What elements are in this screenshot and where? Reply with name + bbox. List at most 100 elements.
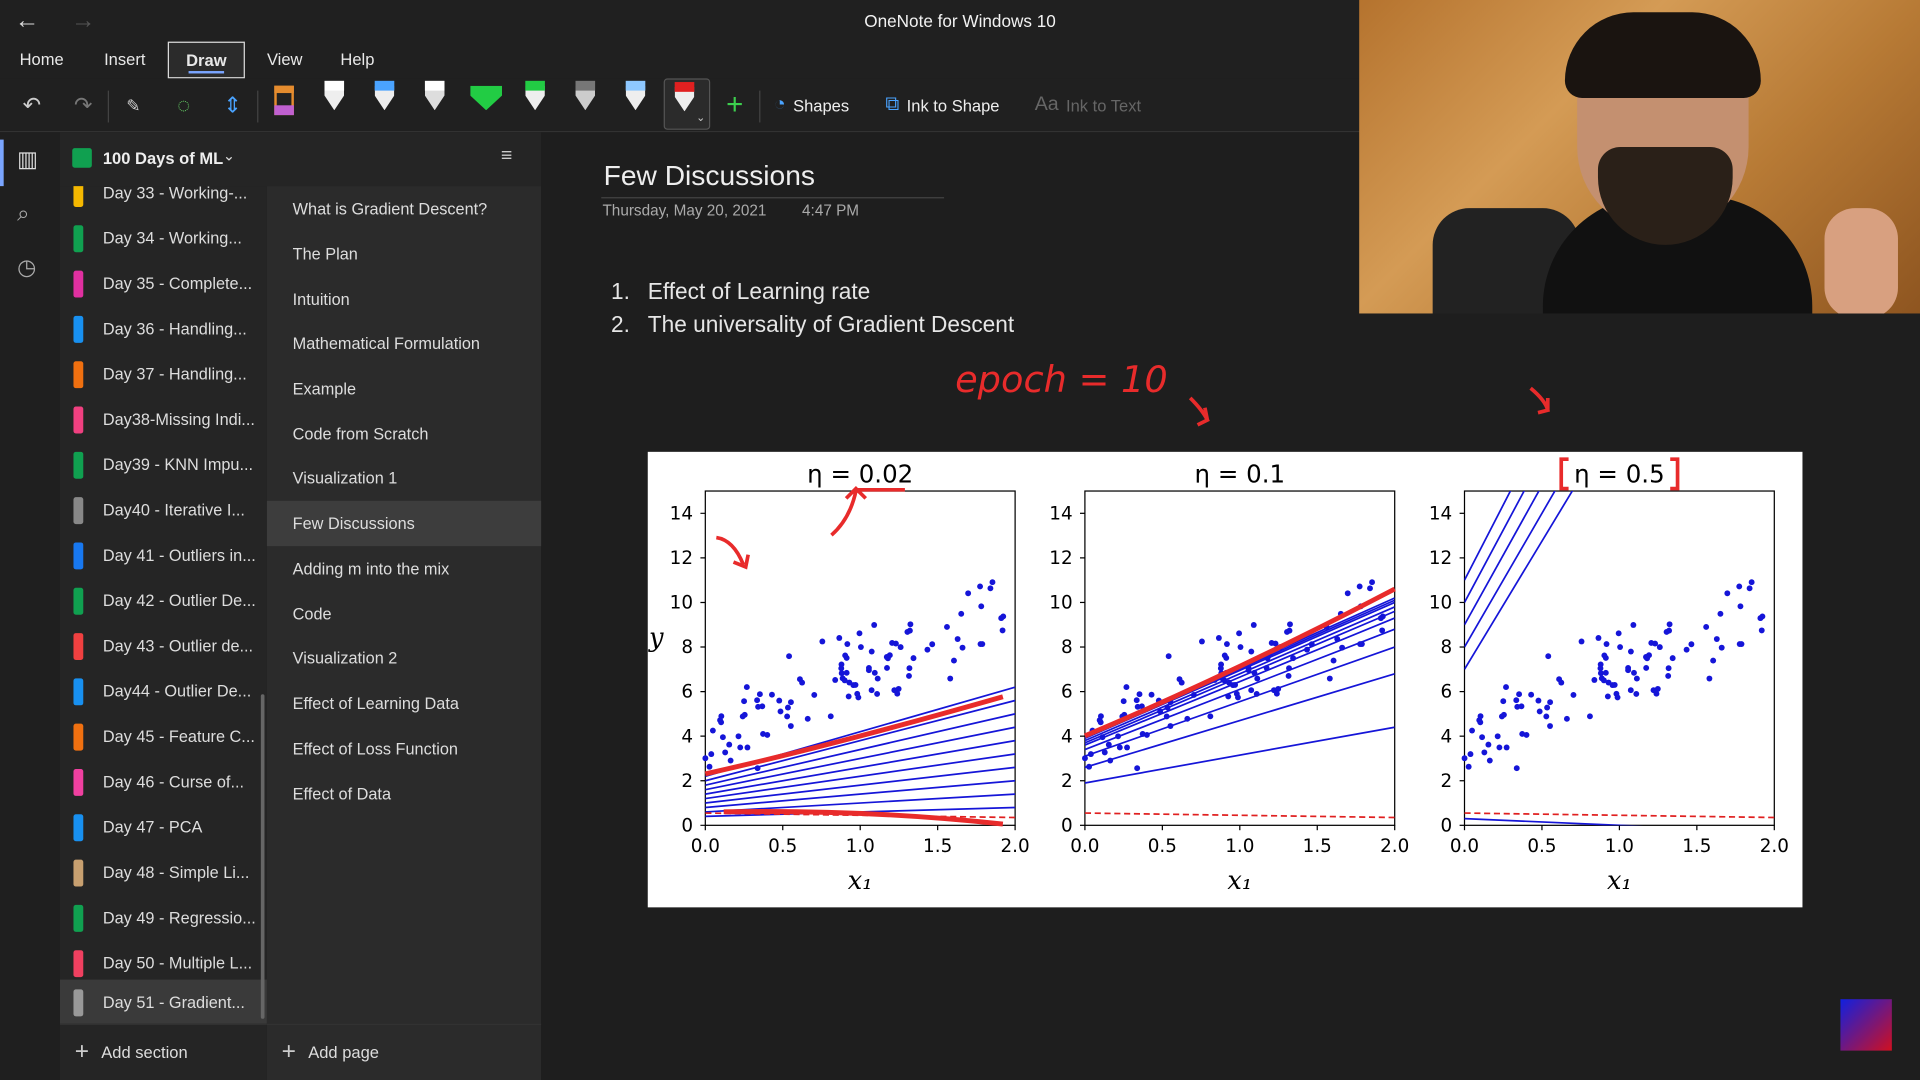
regression-line (705, 793, 1016, 813)
notebook-name[interactable]: 100 Days of ML (102, 149, 224, 168)
page-item[interactable]: Code (292, 604, 332, 624)
ink-to-shape-button[interactable]: ⧉ Ink to Shape (885, 94, 999, 116)
page-item[interactable]: Effect of Data (292, 784, 392, 804)
section-item[interactable]: Day 36 - Handling... (60, 306, 267, 351)
page-item[interactable]: Mathematical Formulation (292, 334, 480, 353)
x-tick-label: 1.0 (1605, 836, 1634, 857)
menu-insert[interactable]: Insert (104, 50, 146, 69)
page-item[interactable]: The Plan (292, 244, 358, 264)
page-item[interactable]: Visualization 1 (292, 468, 398, 488)
section-item[interactable]: Day 49 - Regressio... (60, 895, 267, 940)
section-item[interactable]: Day 48 - Simple Li... (60, 850, 267, 895)
page-item[interactable]: Visualization 2 (292, 648, 398, 668)
data-point (726, 741, 733, 748)
add-space-shape-icon[interactable]: ◌ (177, 92, 191, 117)
page-item[interactable]: Effect of Learning Data (292, 694, 459, 713)
highlighter-orange-pen-icon[interactable] (269, 81, 298, 128)
page-item[interactable]: Effect of Loss Function (292, 739, 458, 758)
section-label: Day 51 - Gradient... (102, 993, 245, 1012)
regression-line (705, 766, 1016, 804)
x-tick-label: 2.0 (1001, 836, 1030, 857)
data-point (776, 697, 783, 704)
section-item[interactable]: Day 42 - Outlier De... (60, 578, 267, 623)
data-point (759, 703, 766, 710)
ink-to-text-button[interactable]: Aa Ink to Text (1035, 94, 1141, 116)
x-axis-label: x₁ (1607, 866, 1632, 896)
section-item[interactable]: Day44 - Outlier De... (60, 669, 267, 714)
section-tab-icon (73, 451, 84, 479)
section-item[interactable]: Day 43 - Outlier de... (60, 623, 267, 668)
data-point (1134, 765, 1141, 772)
page-item[interactable]: Example (292, 379, 357, 398)
data-point (1656, 644, 1663, 651)
pen-white-icon[interactable] (320, 80, 349, 128)
insert-space-icon[interactable]: ⇕ (223, 92, 242, 117)
ink-annotations: epoch = 10 (955, 358, 1550, 427)
section-item[interactable]: Day40 - Iterative I... (60, 487, 267, 532)
data-point (1477, 713, 1484, 720)
section-item[interactable]: Day 50 - Multiple L... (60, 940, 267, 985)
section-item[interactable]: Day 37 - Handling... (60, 351, 267, 396)
pencil-gray-icon[interactable] (571, 80, 600, 128)
pen-gray-icon[interactable] (420, 80, 449, 128)
data-point (1758, 627, 1765, 634)
page-item-selected[interactable]: Few Discussions (266, 500, 542, 547)
section-item[interactable]: Day 35 - Complete... (60, 261, 267, 306)
section-item[interactable]: Day 45 - Feature C... (60, 714, 267, 759)
data-point (845, 693, 852, 700)
data-point (999, 627, 1006, 634)
gd-figure: η = 0.02 0 2 4 6 8 10 12 14 0.0 0.5 1.0 1.5 2.0 x₁ y η =… (647, 451, 1803, 908)
data-point (1544, 704, 1551, 711)
section-item[interactable]: Day 46 - Curse of... (60, 759, 267, 804)
data-point (1285, 672, 1292, 679)
section-item[interactable]: Day 47 - PCA (60, 804, 267, 849)
redo-icon[interactable]: ↷ (74, 92, 93, 117)
data-point (1485, 741, 1492, 748)
chevron-down-icon[interactable]: ⌄ (222, 146, 236, 165)
page-title[interactable]: Few Discussions (603, 159, 815, 192)
section-item[interactable]: Day 34 - Working... (60, 216, 267, 261)
list-item[interactable]: 1. Effect of Learning rate (611, 277, 871, 304)
shapes-button[interactable]: ◔ Shapes (774, 94, 849, 116)
data-point (1631, 669, 1637, 676)
section-item-selected[interactable]: Day 51 - Gradient... (60, 979, 267, 1024)
section-item[interactable]: Day38-Missing Indi... (60, 397, 267, 442)
data-point (1284, 628, 1290, 635)
section-label: Day 33 - Working-... (102, 186, 248, 203)
lasso-select-icon[interactable]: ✎ (126, 94, 141, 115)
list-item[interactable]: 2. The universality of Gradient Descent (611, 311, 1015, 337)
search-icon[interactable]: ⌕ (17, 200, 30, 226)
page-item[interactable]: Adding m into the mix (292, 559, 450, 578)
pen-lightblue-icon[interactable] (621, 80, 650, 128)
add-page-button[interactable]: + Add page (266, 1023, 542, 1080)
page-item[interactable]: What is Gradient Descent? (292, 199, 488, 218)
data-point (1759, 613, 1766, 620)
undo-icon[interactable]: ↶ (22, 92, 42, 117)
page-item[interactable]: Intuition (292, 290, 350, 309)
back-arrow-icon[interactable]: ← (14, 7, 40, 35)
forward-arrow-icon[interactable]: → (71, 7, 96, 35)
data-point (737, 744, 744, 751)
plus-icon: + (281, 1038, 296, 1066)
section-item[interactable]: Day 41 - Outliers in... (60, 533, 267, 578)
nav-rail: ▥ ⌕ ◷ (0, 132, 61, 1080)
menu-help[interactable]: Help (340, 50, 375, 69)
page-item[interactable]: Code from Scratch (292, 424, 429, 444)
add-pen-icon[interactable]: + (726, 88, 744, 122)
highlighter-green-icon[interactable] (468, 81, 505, 128)
add-section-button[interactable]: + Add section (60, 1023, 267, 1080)
section-item[interactable]: Day 33 - Working-... (60, 186, 267, 215)
section-item[interactable]: Day39 - KNN Impu... (60, 442, 267, 487)
menu-view[interactable]: View (266, 50, 303, 69)
recent-clock-icon[interactable]: ◷ (17, 254, 37, 280)
notebooks-icon[interactable]: ▥ (17, 146, 38, 172)
sort-icon[interactable]: ≡ (500, 145, 513, 167)
x-tick-label: 1.5 (1682, 836, 1711, 857)
menu-home[interactable]: Home (19, 50, 64, 69)
pen-red-selected-icon[interactable]: ⌄ (663, 78, 711, 130)
section-scrollbar[interactable] (260, 694, 265, 1019)
data-point (1379, 627, 1386, 634)
pen-green-icon[interactable] (520, 80, 549, 128)
pen-blue-icon[interactable] (370, 80, 399, 128)
menu-draw[interactable]: Draw (167, 41, 245, 79)
